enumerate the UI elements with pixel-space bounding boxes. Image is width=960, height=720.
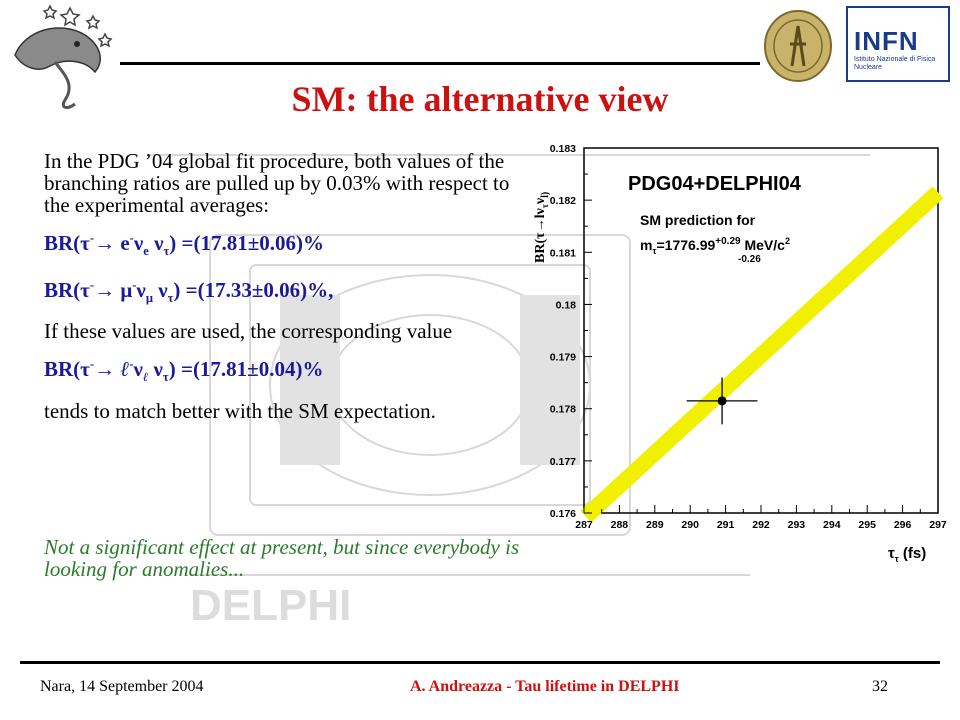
br-mu-nu-sub: μ xyxy=(145,291,153,306)
university-seal-logo xyxy=(764,10,832,82)
delphi-watermark-text: DELPHI xyxy=(190,581,351,630)
x-tick-label: 295 xyxy=(858,519,876,531)
infn-logo: INFN Istituto Nazionale di Fisica Nuclea… xyxy=(846,6,950,82)
br-mu-prefix: BR(τ xyxy=(44,278,90,303)
infn-logo-subtext: Istituto Nazionale di Fisica Nucleare xyxy=(854,56,936,71)
br-e-nu: ν xyxy=(133,231,144,255)
x-tick-label: 294 xyxy=(823,519,841,531)
data-point xyxy=(717,396,727,406)
y-tick-label: 0.176 xyxy=(550,508,576,520)
br-mu-value: ) =(17.33±0.06)%, xyxy=(173,278,334,303)
br-l-value: ) =(17.81±0.04)% xyxy=(168,357,324,382)
br-mu-nutau: ν xyxy=(152,278,168,303)
br-l-arrow: → xyxy=(94,357,121,382)
x-axis-label: ττ (fs) xyxy=(888,545,926,564)
br-l-lepton: ℓ xyxy=(120,357,130,382)
x-tick-label: 290 xyxy=(681,519,699,531)
chart-annotation-line2: mτ=1776.99+0.29 MeV/c2 xyxy=(640,236,790,256)
top-rule xyxy=(120,62,760,65)
y-label-nu: ν xyxy=(533,197,548,205)
br-e-nu-sub: e xyxy=(143,244,149,259)
br-l-prefix: BR(τ xyxy=(44,357,90,382)
y-axis-label: BR(τ→lντνl) xyxy=(533,192,551,263)
x-tick-label: 296 xyxy=(894,519,912,531)
y-tick-label: 0.178 xyxy=(550,404,576,416)
x-tick-label: 289 xyxy=(646,519,664,531)
chart-annotation-line1: SM prediction for xyxy=(640,212,756,228)
bottom-rule xyxy=(20,661,940,664)
x-tick-label: 297 xyxy=(929,519,947,531)
annotation-m: m xyxy=(640,237,652,253)
infn-logo-text: INFN xyxy=(854,26,919,56)
annotation-unit-sup: 2 xyxy=(785,236,790,246)
br-mu-nutau-sub: τ xyxy=(167,291,174,306)
slide-title: SM: the alternative view xyxy=(291,79,669,119)
paragraph-pdg-fit: In the PDG ’04 global fit procedure, bot… xyxy=(44,149,510,217)
br-l-nutau: ν xyxy=(148,357,163,382)
br-l-nutau-sub: τ xyxy=(162,370,169,385)
x-label-tau: τ xyxy=(888,545,895,562)
y-label-sub: τ xyxy=(540,203,550,208)
y-label-main: BR(τ→lν xyxy=(533,208,548,263)
slide-body: In the PDG ’04 global fit procedure, bot… xyxy=(44,150,514,432)
y-tick-label: 0.177 xyxy=(550,456,576,468)
br-e-nutau-sub: τ xyxy=(163,244,170,259)
br-lepton-line: BR(τ-→ ℓ-νℓ ντ) =(17.81±0.04)% xyxy=(44,357,324,385)
footer-page-number: 32 xyxy=(872,678,888,695)
br-values-block: BR(τ-→ e-νe ντ) =(17.81±0.06)% BR(τ-→ μ-… xyxy=(44,226,514,310)
y-label-end: l) xyxy=(540,192,551,198)
x-label-unit: (fs) xyxy=(899,545,927,562)
br-e-nutau: ν xyxy=(148,231,164,255)
annotation-mass-up: +0.29 xyxy=(715,236,741,247)
sm-prediction-band xyxy=(580,186,944,523)
paragraph-if-used: If these values are used, the correspond… xyxy=(44,319,453,344)
background-detector-watermark: DELPHI xyxy=(150,154,870,630)
br-l-nu: ν xyxy=(133,357,143,382)
br-mu-nu: ν xyxy=(136,278,146,303)
x-tick-label: 293 xyxy=(788,519,806,531)
paragraph-sm-match: tends to match better with the SM expect… xyxy=(44,398,436,423)
x-tick-label: 291 xyxy=(717,519,735,531)
y-tick-label: 0.179 xyxy=(550,352,576,364)
dolphin-logo xyxy=(14,4,113,109)
y-tick-label: 0.18 xyxy=(556,299,577,311)
x-label-sub: τ xyxy=(895,554,899,564)
note-anomalies: Not a significant effect at present, but… xyxy=(44,535,520,581)
annotation-m-sub: τ xyxy=(652,246,656,256)
br-electron-line: BR(τ-→ e-νe ντ) =(17.81±0.06)% xyxy=(44,231,325,259)
y-tick-label: 0.183 xyxy=(550,143,576,155)
br-vs-lifetime-chart: 287 288 289 290 291 292 293 294 295 296 297 0.176 0.… xyxy=(533,143,947,564)
br-muon-line: BR(τ-→ μ-νμ ντ) =(17.33±0.06)%, xyxy=(44,278,334,306)
annotation-mass-down: -0.26 xyxy=(738,254,761,265)
br-e-value: ) =(17.81±0.06)% xyxy=(169,231,325,255)
chart-title: PDG04+DELPHI04 xyxy=(628,173,802,195)
x-tick-label: 292 xyxy=(752,519,770,531)
br-e-prefix: BR(τ xyxy=(44,231,90,255)
footer-date: Nara, 14 September 2004 xyxy=(40,678,204,695)
x-tick-label: 287 xyxy=(575,519,593,531)
footer-title: A. Andreazza - Tau lifetime in DELPHI xyxy=(410,678,680,695)
br-mu-arrow: → μ xyxy=(94,278,133,303)
y-tick-label: 0.182 xyxy=(550,195,576,207)
br-l-nu-sub: ℓ xyxy=(142,370,149,385)
annotation-mass-value: =1776.99 xyxy=(656,237,715,253)
x-tick-label: 288 xyxy=(611,519,629,531)
y-tick-label: 0.181 xyxy=(550,247,576,259)
plot-frame xyxy=(583,147,939,514)
annotation-unit: MeV/c xyxy=(741,237,786,253)
br-e-arrow: → e xyxy=(94,231,130,255)
